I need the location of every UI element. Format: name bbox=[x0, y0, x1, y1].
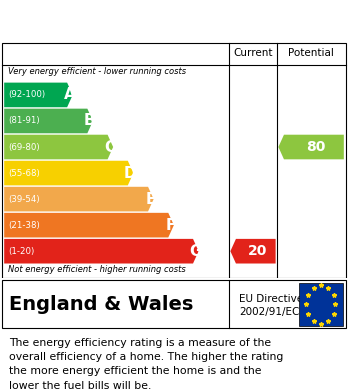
Text: Very energy efficient - lower running costs: Very energy efficient - lower running co… bbox=[8, 66, 186, 75]
Text: (69-80): (69-80) bbox=[8, 142, 40, 152]
Text: Not energy efficient - higher running costs: Not energy efficient - higher running co… bbox=[8, 265, 185, 274]
Text: 20: 20 bbox=[248, 244, 267, 258]
Text: Potential: Potential bbox=[288, 48, 334, 58]
Text: F: F bbox=[166, 218, 176, 233]
Polygon shape bbox=[4, 213, 174, 237]
Text: (1-20): (1-20) bbox=[8, 247, 34, 256]
Text: Energy Efficiency Rating: Energy Efficiency Rating bbox=[9, 12, 249, 30]
Polygon shape bbox=[4, 83, 73, 107]
Text: 80: 80 bbox=[306, 140, 325, 154]
Text: Current: Current bbox=[233, 48, 273, 58]
Text: England & Wales: England & Wales bbox=[9, 295, 193, 314]
Polygon shape bbox=[4, 161, 133, 185]
Text: (55-68): (55-68) bbox=[8, 169, 40, 178]
Text: 2002/91/EC: 2002/91/EC bbox=[239, 307, 300, 317]
Polygon shape bbox=[4, 135, 113, 159]
Text: (39-54): (39-54) bbox=[8, 195, 40, 204]
Text: (92-100): (92-100) bbox=[8, 90, 46, 99]
Polygon shape bbox=[4, 239, 199, 264]
Text: B: B bbox=[84, 113, 96, 129]
Polygon shape bbox=[4, 187, 153, 212]
Polygon shape bbox=[278, 135, 344, 159]
Polygon shape bbox=[4, 109, 93, 133]
Polygon shape bbox=[230, 239, 276, 264]
Text: EU Directive: EU Directive bbox=[239, 294, 303, 304]
Text: The energy efficiency rating is a measure of the
overall efficiency of a home. T: The energy efficiency rating is a measur… bbox=[9, 338, 283, 391]
Text: (81-91): (81-91) bbox=[8, 117, 40, 126]
Text: G: G bbox=[189, 244, 202, 259]
Text: C: C bbox=[104, 140, 116, 154]
Text: E: E bbox=[145, 192, 156, 206]
Text: (21-38): (21-38) bbox=[8, 221, 40, 230]
FancyBboxPatch shape bbox=[299, 283, 343, 326]
Text: D: D bbox=[124, 165, 137, 181]
Text: A: A bbox=[64, 88, 76, 102]
